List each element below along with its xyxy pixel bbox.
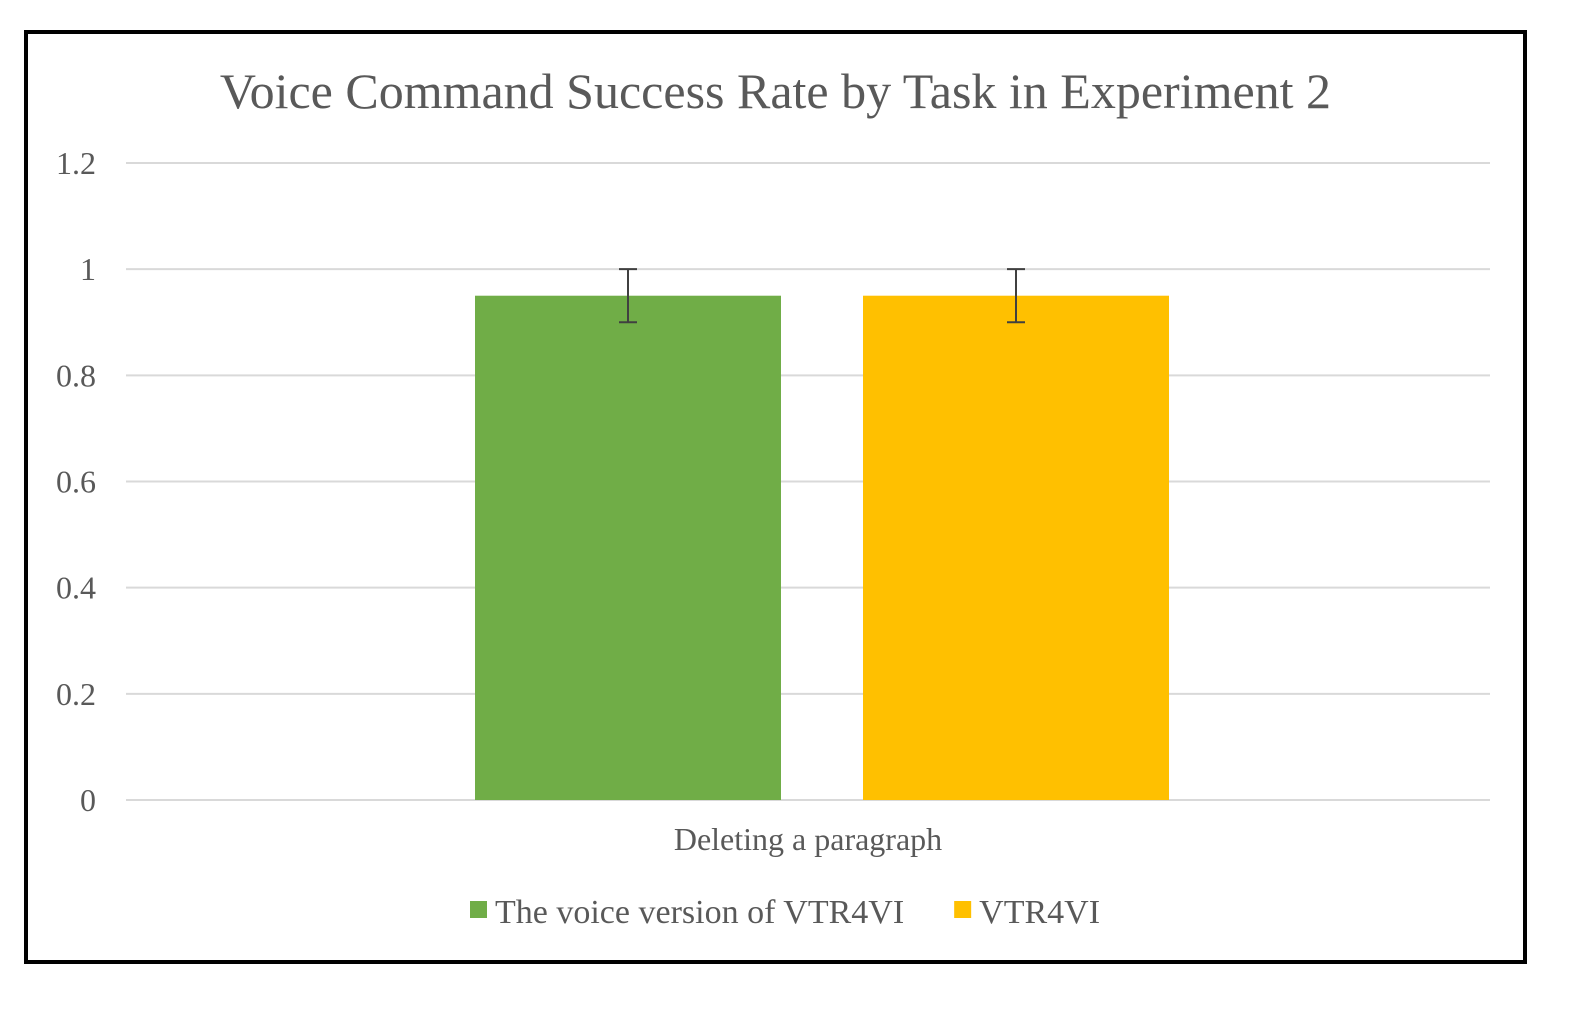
y-tick-label: 0.2 (56, 676, 96, 712)
y-tick-label: 0.6 (56, 464, 96, 500)
y-tick-label: 0.8 (56, 357, 96, 393)
legend-swatch (954, 901, 972, 918)
legend-label: The voice version of VTR4VI (495, 894, 904, 931)
y-tick-label: 1 (80, 251, 96, 287)
bar (475, 295, 781, 800)
bar (863, 295, 1169, 800)
y-tick-label: 0.4 (56, 570, 96, 606)
legend-swatch (470, 901, 487, 918)
chart-title: Voice Command Success Rate by Task in Ex… (219, 63, 1332, 119)
x-category-label: Deleting a paragraph (674, 821, 942, 857)
y-tick-label: 1.2 (56, 145, 96, 181)
legend-label: VTR4VI (979, 894, 1100, 931)
y-tick-label: 0 (80, 782, 96, 818)
